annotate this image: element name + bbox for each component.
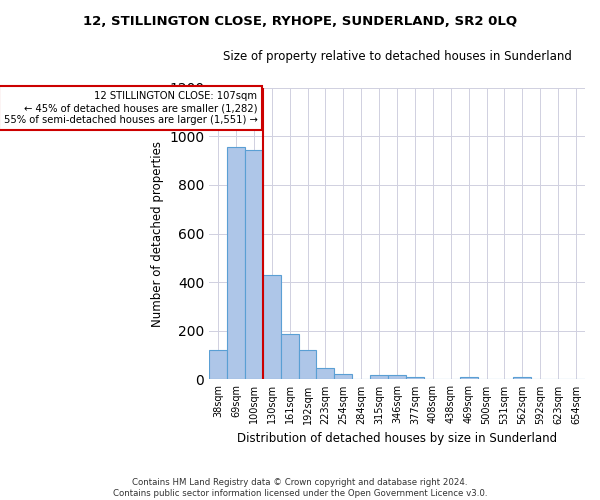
Bar (514, 377, 531, 380)
X-axis label: Distribution of detached houses by size in Sunderland: Distribution of detached houses by size … (237, 432, 557, 445)
Bar (209, 350, 227, 380)
Bar (334, 374, 352, 380)
Bar (299, 350, 316, 380)
Bar (281, 334, 299, 380)
Bar (388, 375, 406, 380)
Bar (245, 150, 263, 380)
Bar (263, 275, 281, 380)
Text: 12, STILLINGTON CLOSE, RYHOPE, SUNDERLAND, SR2 0LQ: 12, STILLINGTON CLOSE, RYHOPE, SUNDERLAN… (83, 15, 517, 28)
Title: Size of property relative to detached houses in Sunderland: Size of property relative to detached ho… (223, 50, 571, 63)
Bar (370, 375, 388, 380)
Y-axis label: Number of detached properties: Number of detached properties (151, 140, 164, 326)
Text: 12 STILLINGTON CLOSE: 107sqm
← 45% of detached houses are smaller (1,282)
55% of: 12 STILLINGTON CLOSE: 107sqm ← 45% of de… (4, 92, 257, 124)
Bar (227, 148, 245, 380)
Bar (406, 377, 424, 380)
Text: Contains HM Land Registry data © Crown copyright and database right 2024.
Contai: Contains HM Land Registry data © Crown c… (113, 478, 487, 498)
Bar (460, 377, 478, 380)
Bar (316, 368, 334, 380)
